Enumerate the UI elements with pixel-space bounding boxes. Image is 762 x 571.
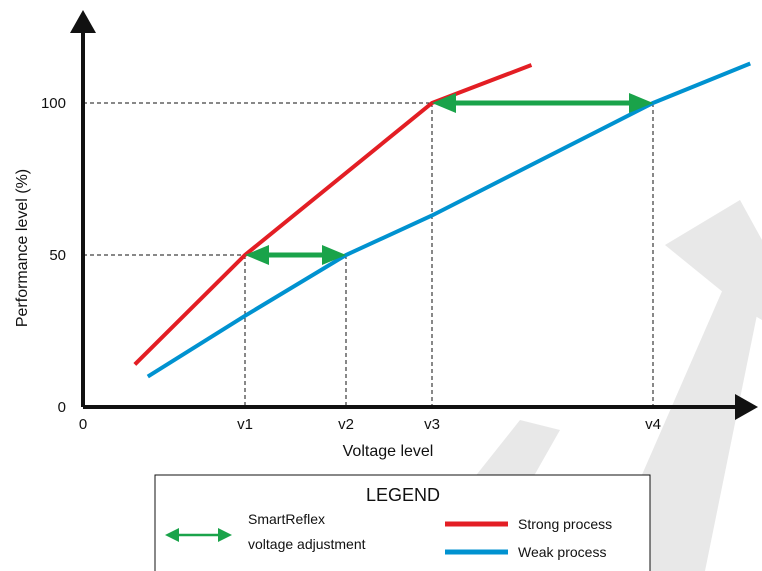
x-tick-label-0: 0: [79, 416, 87, 433]
adjustment-arrow-0-head-right: [322, 245, 346, 265]
x-axis-arrowhead: [735, 394, 758, 420]
y-axis-arrowhead: [70, 10, 96, 33]
y-tick-label-1: 50: [49, 247, 66, 264]
y-tick-label-2: 100: [41, 95, 66, 112]
watermark-stripe-2: [665, 200, 762, 320]
adjustment-arrows: [245, 93, 653, 265]
legend-adjustment-label-line1: SmartReflex: [248, 511, 325, 527]
legend-title: LEGEND: [366, 485, 440, 505]
x-tick-label-4: v4: [645, 416, 661, 433]
x-tick-label-1: v1: [237, 416, 253, 433]
legend-arrow-icon-shape-head-right: [218, 528, 232, 542]
legend-box: [154, 474, 651, 571]
legend-strong-label: Strong process: [518, 516, 612, 532]
series-line-strong: [133, 63, 533, 366]
legend-adjustment-arrow-icon: [165, 528, 232, 542]
adjustment-arrow-0: [245, 245, 346, 265]
series-line-weak: [146, 61, 751, 379]
x-tick-label-2: v2: [338, 416, 354, 433]
tick-labels: 0 v1 v2 v3 v4 0 50 100: [41, 95, 661, 433]
legend-arrow-icon-shape-head-left: [165, 528, 179, 542]
adjustment-arrow-1-head-left: [432, 93, 456, 113]
x-axis-title: Voltage level: [343, 443, 434, 460]
axes: [70, 10, 758, 420]
legend-arrow-icon-shape: [165, 528, 232, 542]
y-axis-title: Performance level (%): [14, 169, 31, 327]
series-lines: [133, 61, 751, 379]
legend-weak-label: Weak process: [518, 544, 606, 560]
adjustment-arrow-1: [432, 93, 653, 113]
y-tick-label-0: 0: [58, 399, 66, 416]
adjustment-arrow-0-head-left: [245, 245, 269, 265]
x-tick-label-3: v3: [424, 416, 440, 433]
legend-adjustment-label-line2: voltage adjustment: [248, 536, 366, 552]
legend: LEGEND SmartReflex voltage adjustment St…: [154, 474, 651, 571]
adjustment-arrow-1-head-right: [629, 93, 653, 113]
